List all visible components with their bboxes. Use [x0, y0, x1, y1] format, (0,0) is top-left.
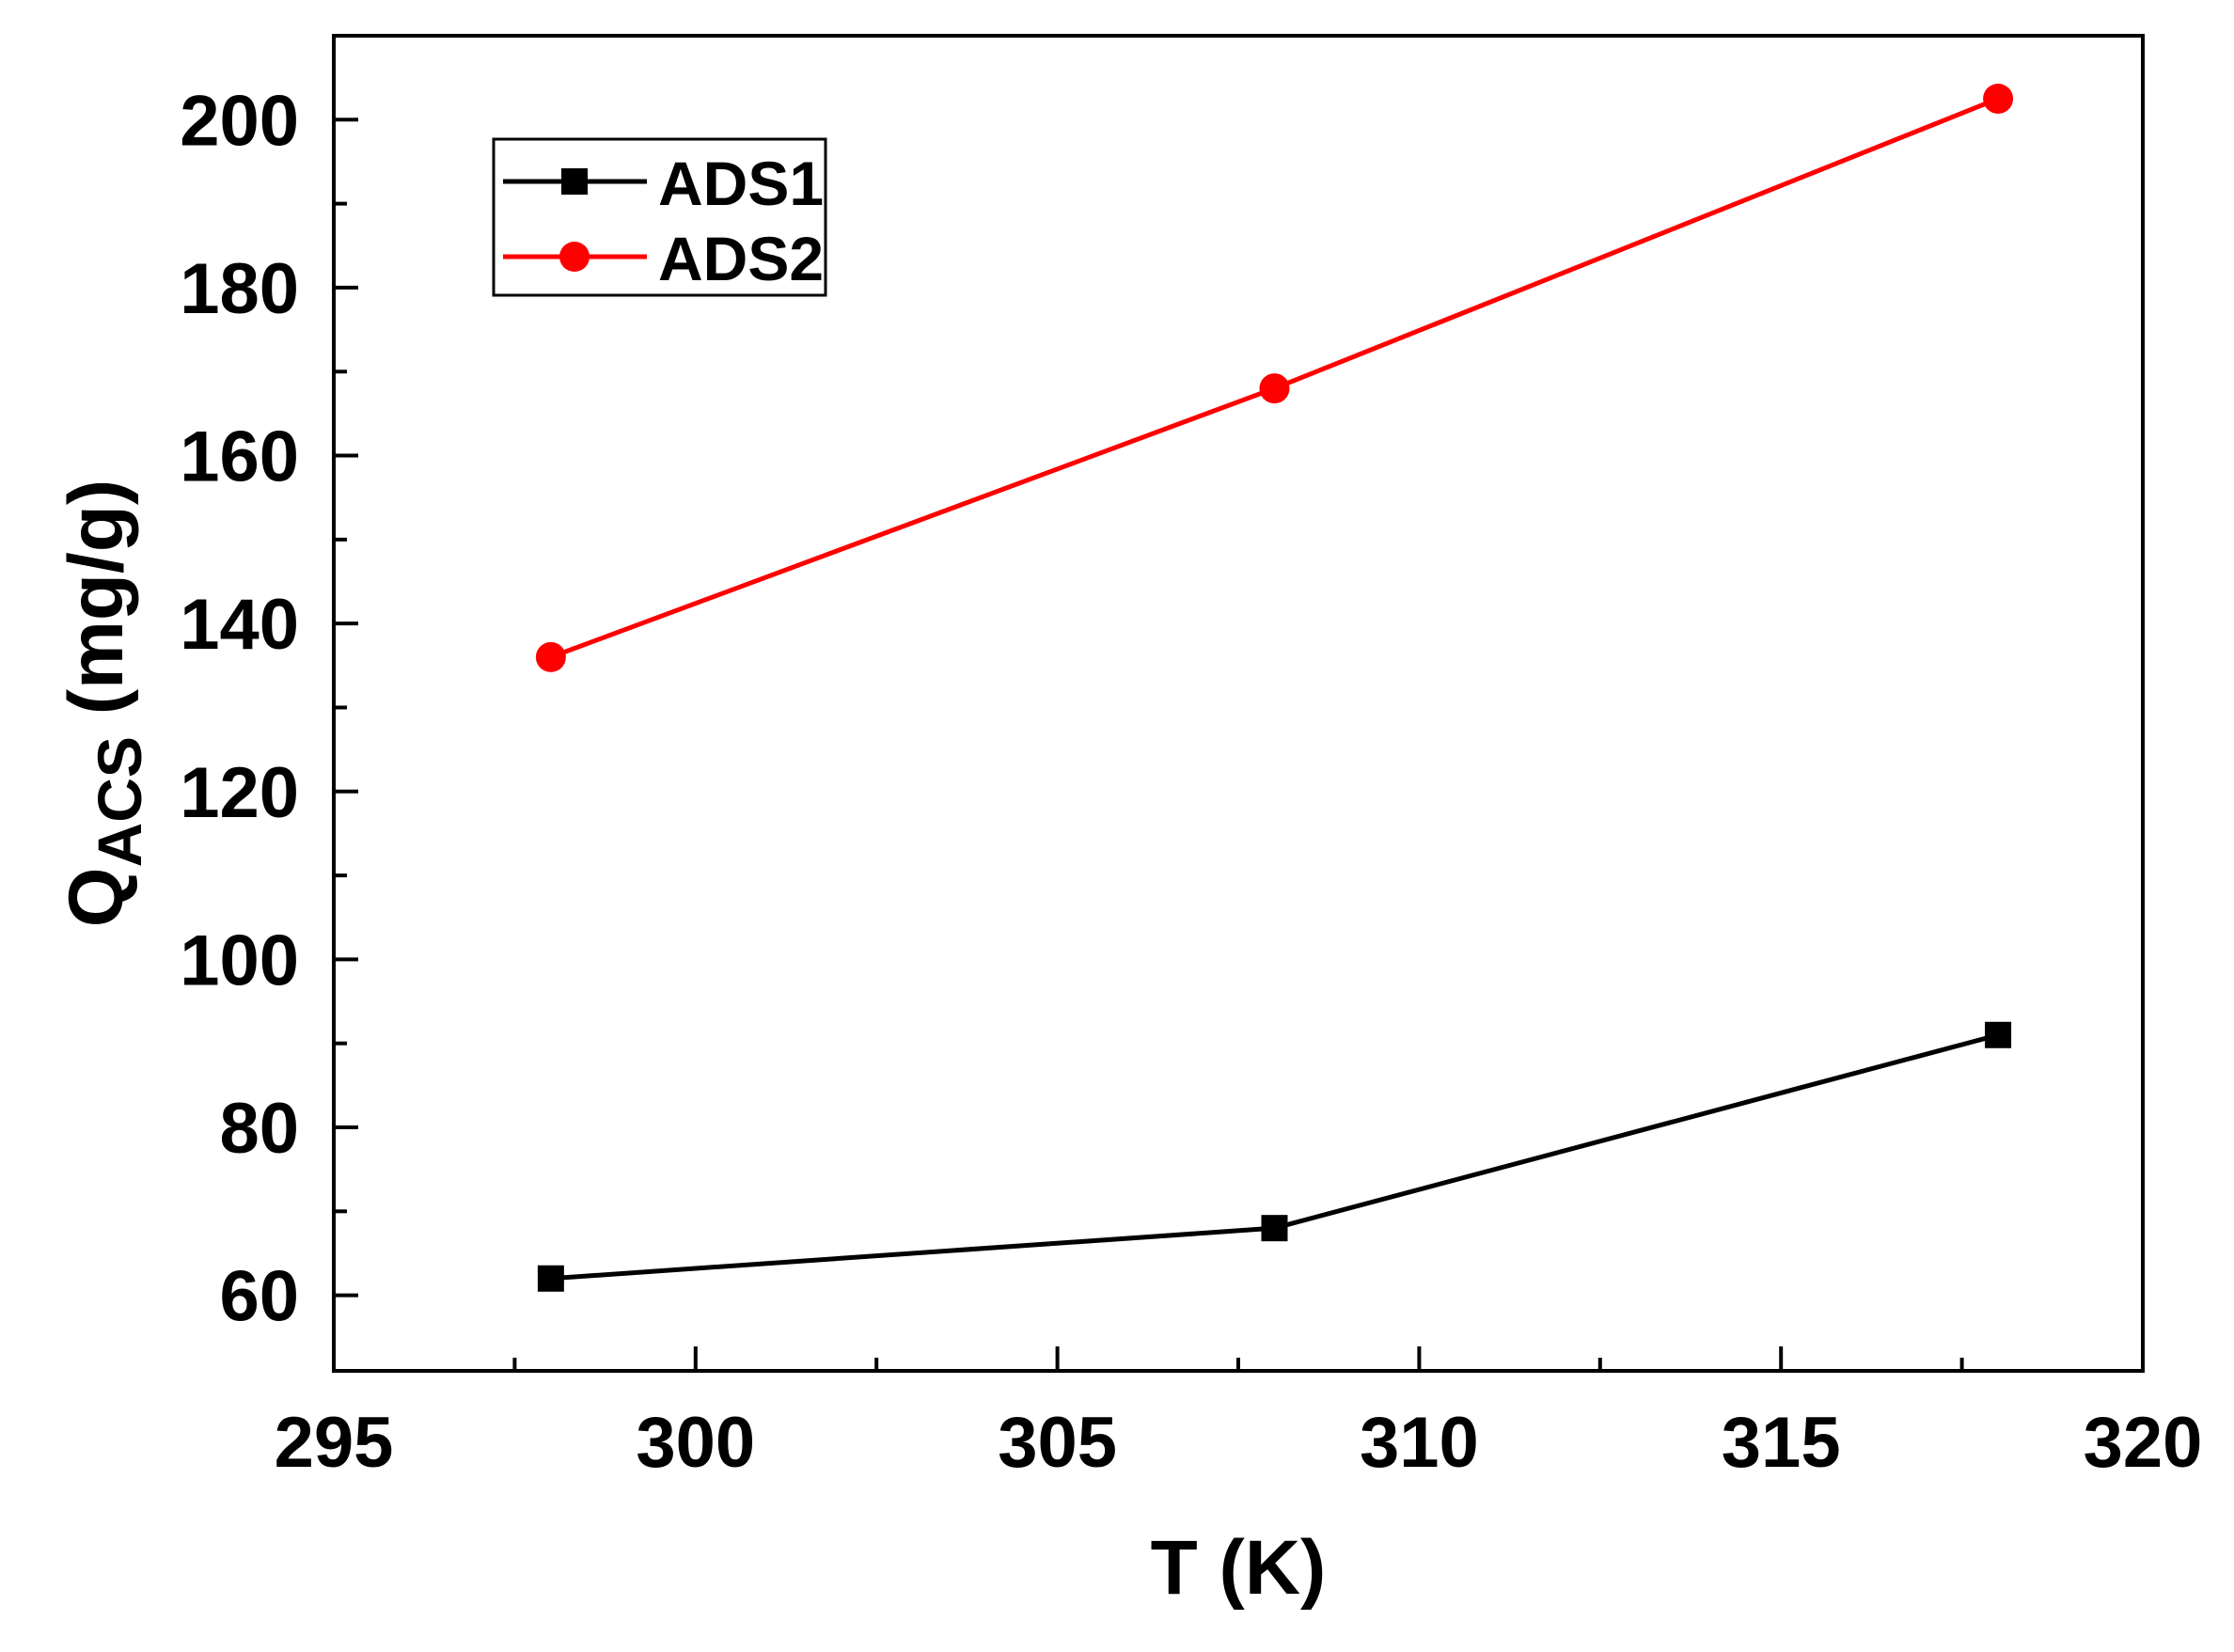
- legend: ADS1 ADS2: [492, 137, 827, 297]
- legend-label-ads2: ADS2: [658, 224, 824, 293]
- y-tick-label: 80: [219, 1089, 299, 1169]
- y-tick-label: 60: [219, 1257, 299, 1337]
- tick-labels: 295 300 305 310 315 320 60 80 100 120 140 160 180 200: [180, 81, 2202, 1483]
- data-point-ads1: [537, 1265, 564, 1292]
- y-axis-label: QACS (mg/g): [54, 480, 154, 927]
- x-tick-label: 310: [1360, 1403, 1479, 1483]
- series-layer: [535, 83, 2014, 1292]
- y-axis-label-unit: (mg/g): [54, 480, 139, 736]
- x-tick-label: 300: [636, 1403, 755, 1483]
- series-line-ads1: [550, 1032, 1999, 1282]
- y-axis-label-main: Q: [54, 867, 139, 927]
- x-tick-label: 295: [275, 1403, 394, 1483]
- data-point-ads2: [535, 641, 566, 672]
- data-point-ads1: [1985, 1021, 2012, 1048]
- data-point-ads2: [1983, 83, 2014, 114]
- y-tick-label: 100: [180, 920, 299, 1000]
- y-tick-label: 200: [180, 81, 299, 161]
- legend-marker-ads2: [559, 242, 590, 272]
- data-point-ads1: [1261, 1215, 1288, 1242]
- legend-box: [492, 137, 827, 297]
- data-point-ads2: [1259, 373, 1290, 404]
- x-tick-label: 305: [998, 1403, 1117, 1483]
- major-ticks: [332, 118, 2145, 1371]
- y-axis-label-sub: ACS: [85, 736, 154, 867]
- plot-frame: [332, 34, 2145, 1373]
- x-axis-label: T (K): [1151, 1525, 1327, 1611]
- y-tick-label: 140: [180, 585, 299, 665]
- y-tick-label: 180: [180, 249, 299, 329]
- x-tick-label: 315: [1722, 1403, 1841, 1483]
- legend-marker-ads1: [561, 168, 588, 195]
- y-tick-label: 160: [180, 417, 299, 497]
- y-tick-label: 120: [180, 753, 299, 833]
- x-tick-label: 320: [2084, 1403, 2203, 1483]
- legend-label-ads1: ADS1: [658, 149, 824, 218]
- minor-ticks: [334, 201, 1964, 1371]
